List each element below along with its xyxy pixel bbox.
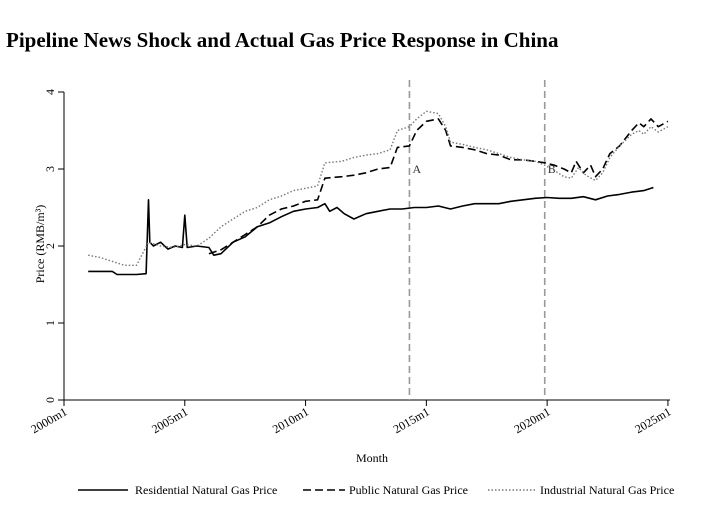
reference-line-label: A xyxy=(412,162,421,176)
x-tick-label: 2010m1 xyxy=(270,404,311,436)
x-axis-title: Month xyxy=(356,451,388,465)
x-tick-label: 2015m1 xyxy=(391,404,432,436)
reference-line-label: B xyxy=(548,162,556,176)
y-tick-label: 3 xyxy=(43,166,57,172)
legend: Residential Natural Gas Price Public Natu… xyxy=(78,483,674,497)
y-axis-title: Price (RMB/m³) xyxy=(33,205,47,284)
legend-label: Public Natural Gas Price xyxy=(349,483,468,497)
x-tick-label: 2005m1 xyxy=(149,404,190,436)
legend-label: Industrial Natural Gas Price xyxy=(540,483,674,497)
series-lines xyxy=(88,110,669,276)
x-tick-label: 2000m1 xyxy=(28,404,69,436)
series-line-solid xyxy=(88,186,654,276)
y-tick-label: 0 xyxy=(43,397,57,403)
series-line-dotted xyxy=(88,110,669,266)
legend-label: Residential Natural Gas Price xyxy=(135,483,277,497)
x-tick-label: 2025m1 xyxy=(632,404,673,436)
y-tick-label: 4 xyxy=(43,89,57,95)
axes: 0 1 2 3 4 2000m1 2005m1 2010m1 2015m1 2020m1 2025m… xyxy=(28,89,673,436)
y-tick-label: 1 xyxy=(43,320,57,326)
x-tick-label: 2020m1 xyxy=(512,404,553,436)
y-tick-label: 2 xyxy=(43,243,57,249)
chart-title: Pipeline News Shock and Actual Gas Price… xyxy=(6,28,559,52)
series-line-dashed xyxy=(208,118,669,255)
